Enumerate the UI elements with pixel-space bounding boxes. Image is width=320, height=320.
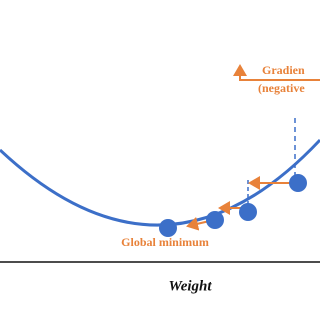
gradient-label: (negative bbox=[258, 81, 305, 95]
axis-label: Weight bbox=[168, 278, 212, 294]
step-point bbox=[239, 203, 257, 221]
annotation-arrow bbox=[233, 64, 320, 81]
step-point bbox=[206, 211, 224, 229]
gradient-label: Gradien bbox=[262, 63, 305, 77]
step-point bbox=[159, 219, 177, 237]
step-point bbox=[289, 174, 307, 192]
minimum-label: Global minimum bbox=[121, 235, 209, 249]
